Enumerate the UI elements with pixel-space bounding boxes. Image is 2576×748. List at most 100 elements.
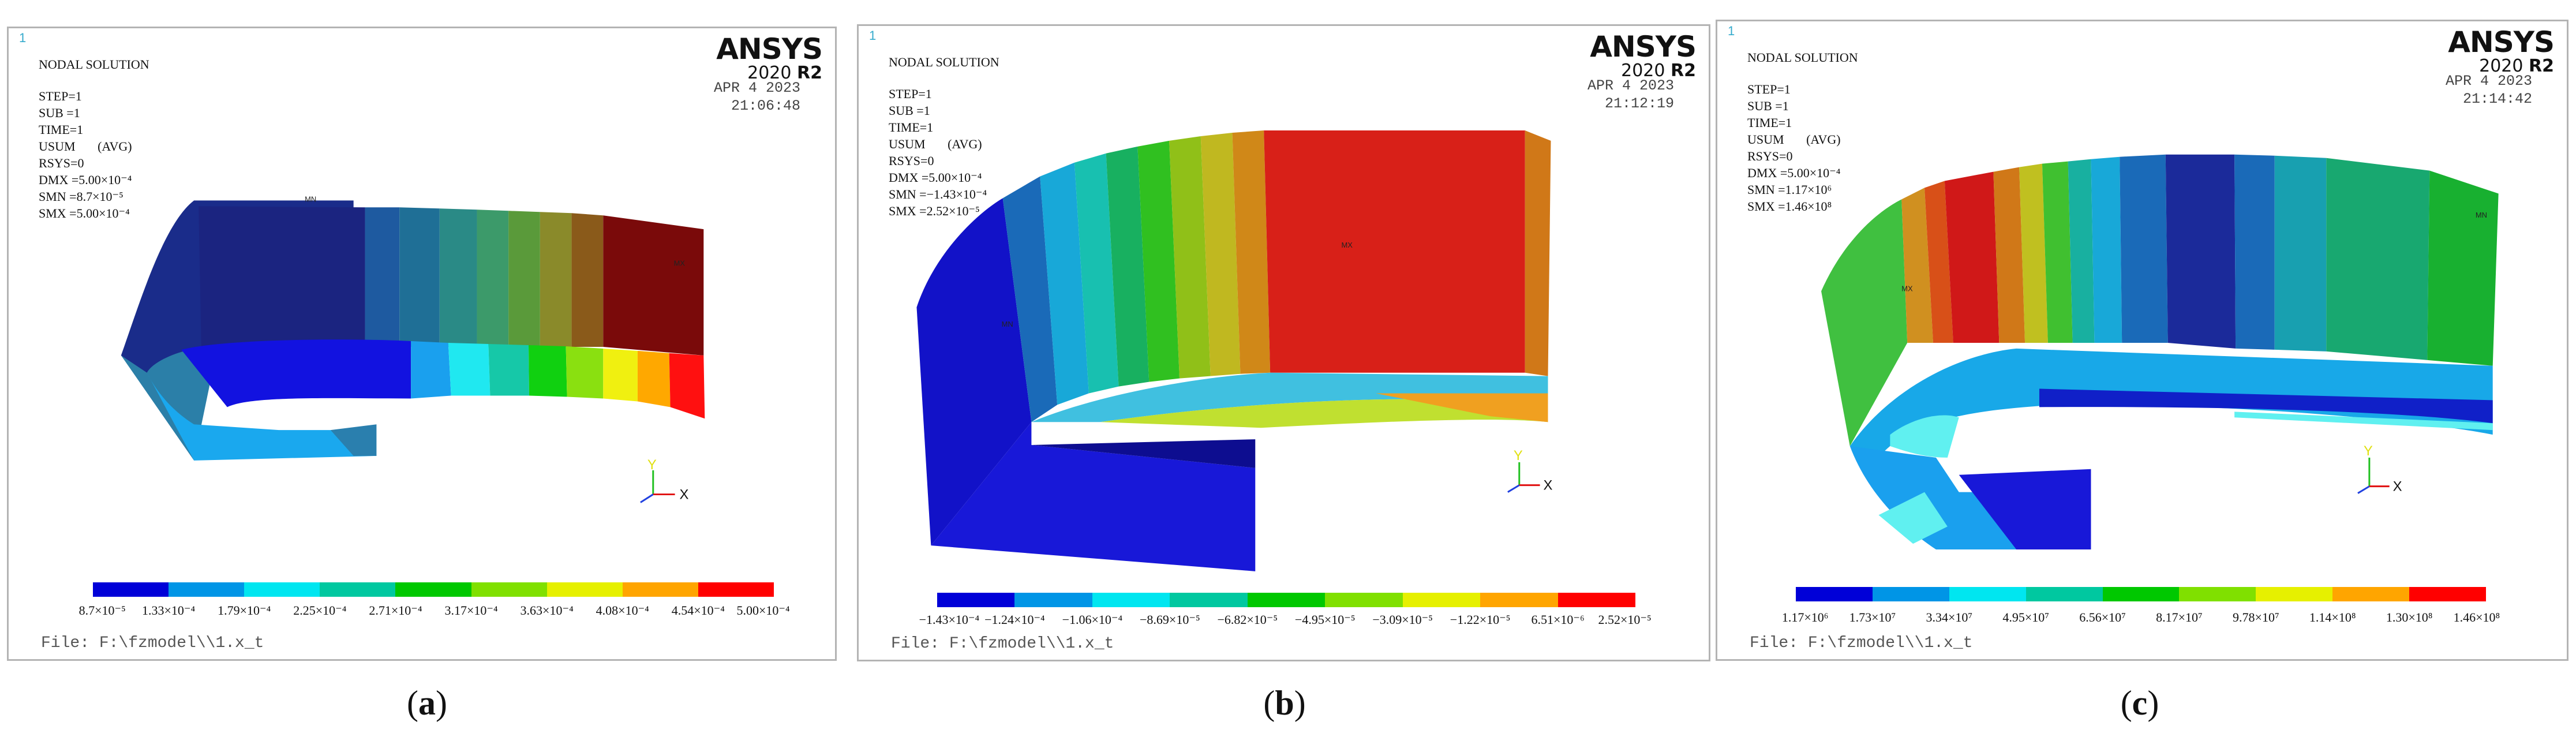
logo-year: 2020 [747, 63, 792, 83]
date-text: APR 4 2023 [713, 80, 800, 96]
triad-y-label: Y [2364, 443, 2373, 459]
outer-face-bands [199, 206, 704, 356]
legend-swatch [320, 582, 396, 597]
legend-swatch [937, 593, 1015, 607]
file-path: File: F:\fzmodel\\1.x_t [41, 634, 264, 652]
top-face-bands [1849, 348, 2493, 458]
min-marker: MN [2476, 211, 2487, 219]
max-marker: MX [1341, 241, 1353, 249]
logo-year: 2020 [2479, 56, 2523, 76]
logo-rev: R2 [1671, 61, 1696, 81]
legend-swatch [2332, 587, 2410, 601]
min-marker: MN [1002, 320, 1013, 328]
legend-value: 3.63×10⁻⁴ [520, 603, 574, 618]
legend-value: 1.79×10⁻⁴ [218, 603, 271, 618]
triad-y-label: Y [1514, 448, 1523, 463]
ansys-logo: ANSYS 2020 R2 [716, 34, 823, 83]
legend-value: 6.51×10⁻⁶ [1531, 612, 1585, 627]
caption-letter: c [2132, 684, 2148, 722]
legend-swatch [1557, 593, 1635, 607]
timestamp: APR 4 2023 21:14:42 [2446, 72, 2532, 108]
top-face-bands [181, 339, 705, 419]
legend-value: 9.78×10⁷ [2233, 610, 2279, 624]
header-line: SMX =1.46×10⁸ [1747, 199, 1832, 214]
legend-swatch [1247, 593, 1326, 607]
outer-face-bands [1002, 130, 1551, 422]
caption-a: (a) [392, 683, 462, 723]
solution-title: NODAL SOLUTION [39, 57, 149, 72]
legend-swatch [698, 582, 774, 597]
triad-x-label: X [2393, 479, 2402, 495]
legend-value: 3.17×10⁻⁴ [444, 603, 498, 618]
legend-value: 5.00×10⁻⁴ [736, 603, 790, 618]
header-line: STEP=1 [1747, 82, 1791, 96]
window-number: 1 [1728, 24, 1735, 38]
result-panel-b: MX MN Y X 1 ANSYS 2020 R2 NODAL SOLUTION… [857, 24, 1710, 661]
header-line: TIME=1 [889, 120, 934, 134]
legend-value: 3.34×10⁷ [1926, 610, 1973, 624]
legend-swatch [1170, 593, 1248, 607]
legend-value: −8.69×10⁻⁵ [1140, 612, 1200, 627]
legend-swatch [1092, 593, 1170, 607]
header-line: USUM (AVG) [889, 137, 982, 151]
solution-title: NODAL SOLUTION [889, 55, 999, 69]
legend-swatch [2102, 587, 2180, 601]
bottom-end-face [1959, 469, 2091, 550]
caption-letter: a [418, 684, 436, 722]
legend-value: 1.17×10⁶ [1781, 610, 1829, 624]
ansys-logo: ANSYS 2020 R2 [2448, 27, 2555, 76]
header-line: SMX =5.00×10⁻⁴ [39, 206, 130, 220]
caption-b: (b) [1250, 683, 1319, 723]
time-text: 21:06:48 [731, 98, 800, 114]
max-marker: MX [1901, 284, 1913, 293]
legend-swatch [2256, 587, 2333, 601]
legend-swatch [2179, 587, 2256, 601]
solution-header: NODAL SOLUTION STEP=1 SUB =1 TIME=1 USUM… [39, 56, 149, 222]
legend-swatch [1325, 593, 1403, 607]
legend-value: −1.22×10⁻⁵ [1450, 612, 1511, 627]
max-marker: MX [674, 259, 686, 268]
header-line: SMX =2.52×10⁻⁵ [889, 204, 980, 218]
solution-header: NODAL SOLUTION STEP=1 SUB =1 TIME=1 USUM… [1747, 49, 1858, 215]
side-face-left [916, 198, 1032, 546]
logo-rev: R2 [2529, 56, 2554, 76]
header-line: SMN =−1.43×10⁻⁴ [889, 187, 987, 201]
legend-swatch [2409, 587, 2487, 601]
legend-value: 1.30×10⁸ [2386, 610, 2433, 624]
header-line: SMN =8.7×10⁻⁵ [39, 189, 123, 204]
legend-value: 1.46×10⁸ [2453, 610, 2500, 624]
legend-value: −3.09×10⁻⁵ [1372, 612, 1433, 627]
header-line: DMX =5.00×10⁻⁴ [889, 170, 982, 185]
model-viewport-c: MX MN Y X [1821, 154, 2499, 550]
timestamp: APR 4 2023 21:06:48 [714, 79, 800, 115]
caption-close: ) [2147, 684, 2159, 722]
legend-swatch [1949, 587, 2026, 601]
bottom-end-face [330, 424, 377, 456]
time-text: 21:12:19 [1604, 95, 1674, 112]
legend-swatch [2025, 587, 2103, 601]
legend-swatch [471, 582, 547, 597]
caption-open: ( [2120, 684, 2132, 722]
caption-c: (c) [2105, 683, 2174, 723]
legend-value: 4.08×10⁻⁴ [596, 603, 649, 618]
legend-swatch [395, 582, 471, 597]
legend-value: 2.52×10⁻⁵ [1598, 612, 1652, 627]
solution-header: NODAL SOLUTION STEP=1 SUB =1 TIME=1 USUM… [889, 54, 999, 219]
model-viewport-a: MN MX Y X [121, 195, 705, 503]
legend-value: 4.95×10⁷ [2002, 610, 2049, 624]
header-line: TIME=1 [1747, 115, 1792, 130]
legend-value: 1.33×10⁻⁴ [142, 603, 196, 618]
legend-value: 4.54×10⁻⁴ [671, 603, 725, 618]
legend-swatch [244, 582, 320, 597]
header-line: USUM (AVG) [1747, 132, 1841, 147]
legend-swatch [93, 582, 169, 597]
coordinate-triad-icon: Y X [1507, 448, 1553, 493]
legend-swatch [1796, 587, 1873, 601]
logo-rev: R2 [797, 63, 822, 83]
file-path: File: F:\fzmodel\\1.x_t [1750, 634, 1973, 652]
legend-value: 2.25×10⁻⁴ [293, 603, 347, 618]
logo-name: ANSYS [1590, 30, 1697, 63]
timestamp: APR 4 2023 21:12:19 [1587, 77, 1674, 113]
legend-value: −1.43×10⁻⁴ [919, 612, 980, 627]
result-panel-c: MX MN Y X 1 ANSYS 2020 R2 NODAL SOLUTION… [1716, 20, 2568, 661]
